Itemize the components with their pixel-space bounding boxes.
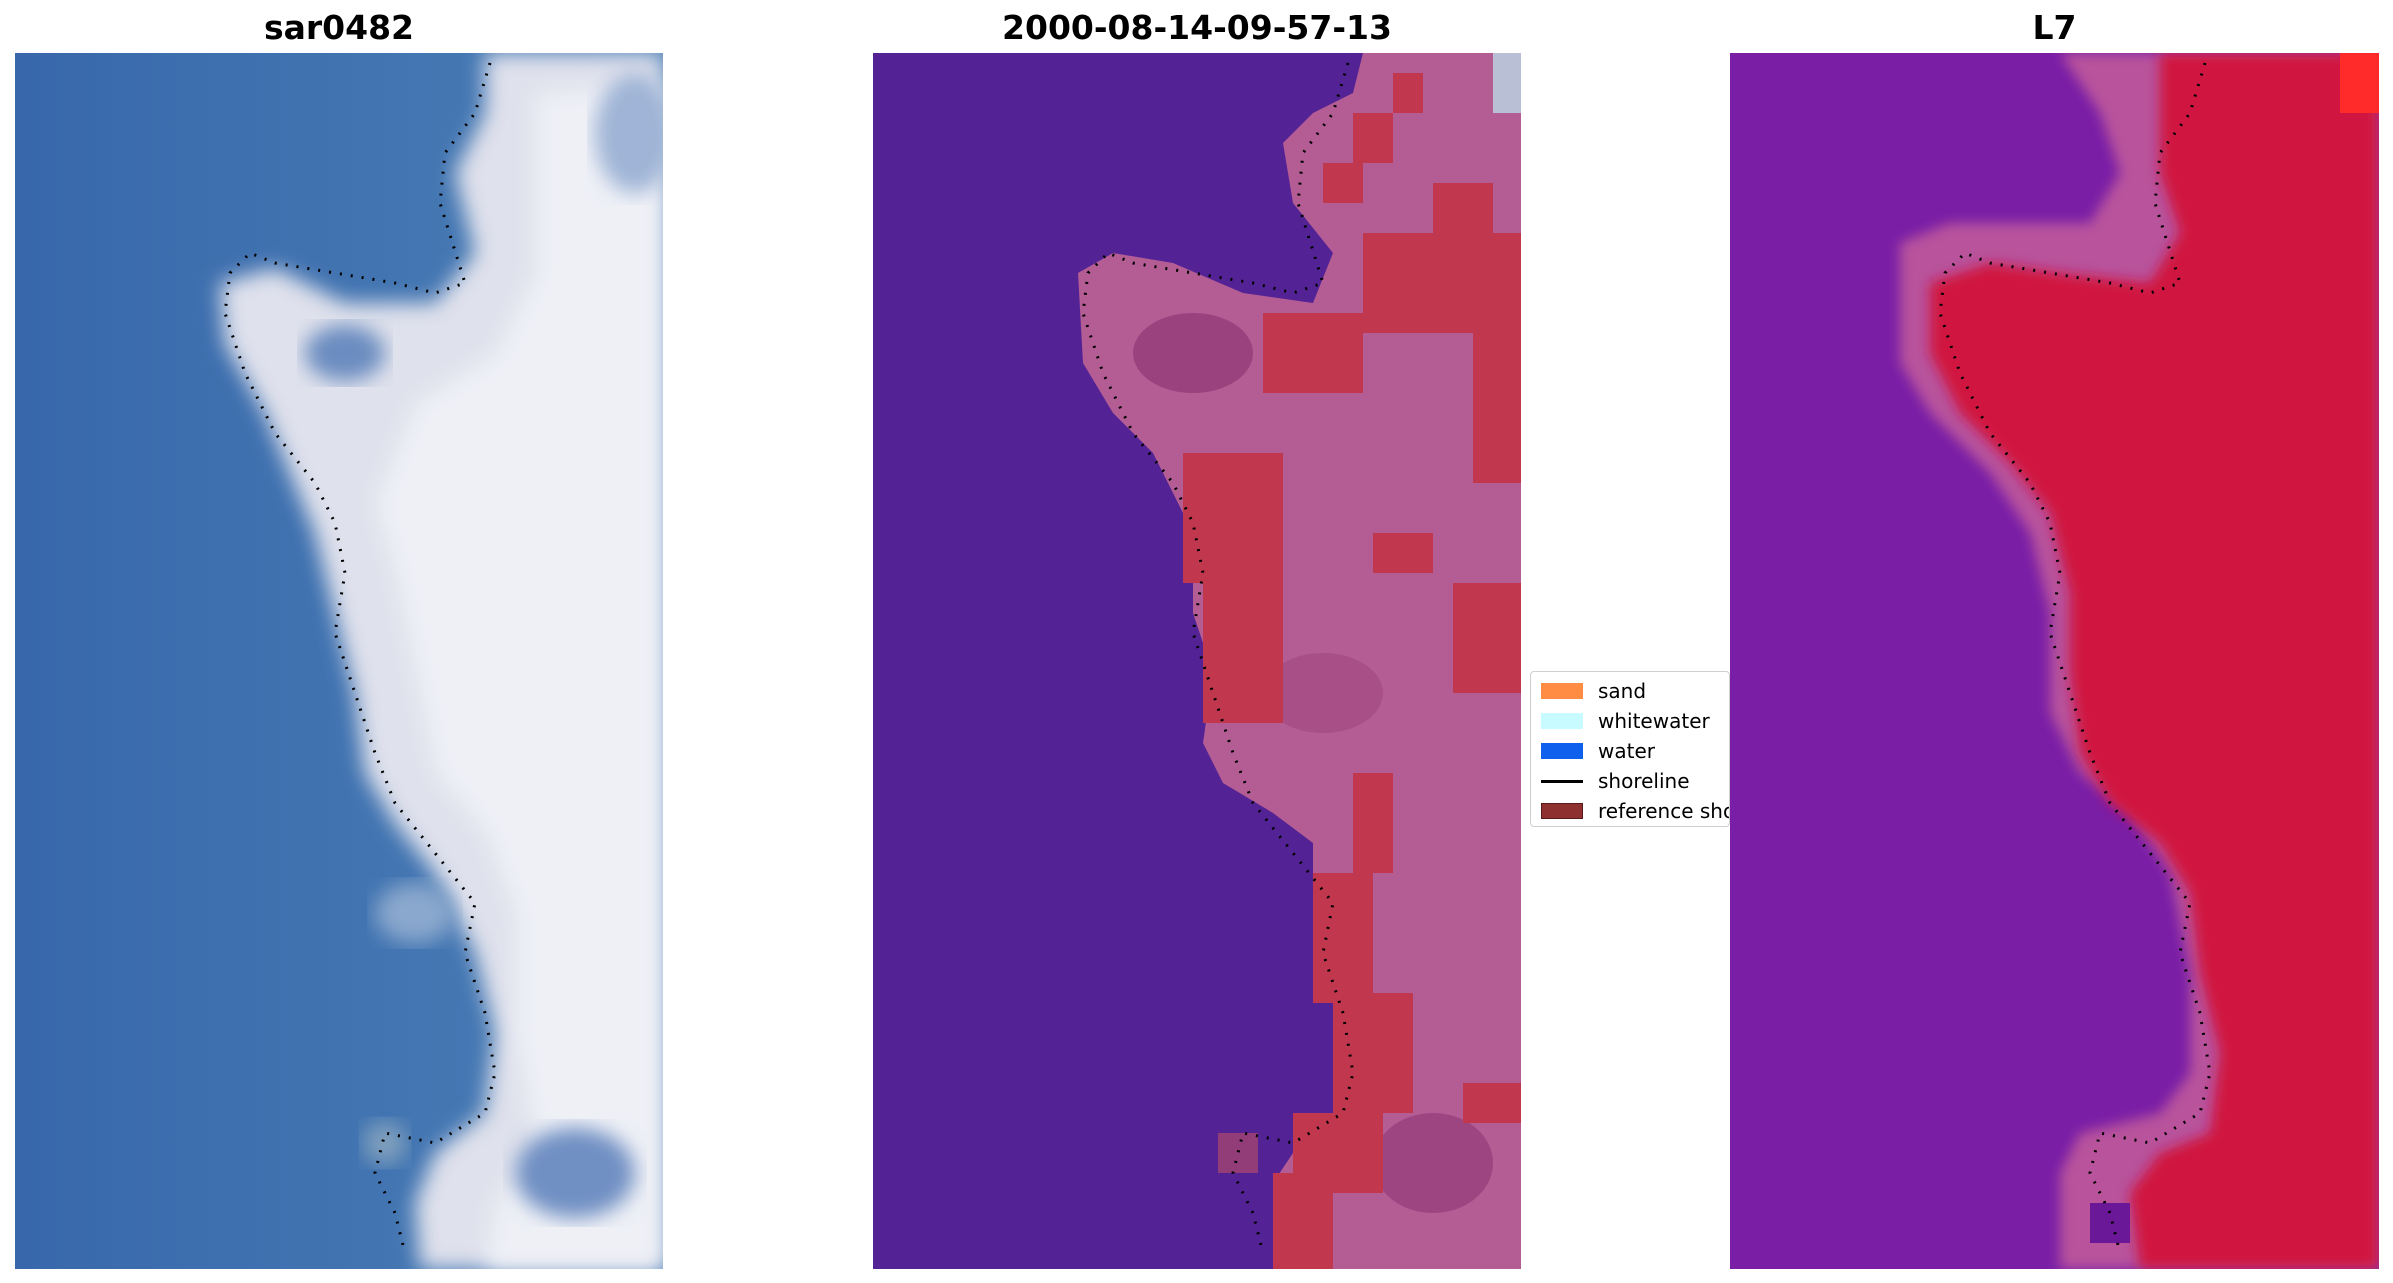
legend-swatch (1541, 743, 1583, 759)
panel-title-rgb: sar0482 (263, 8, 415, 47)
legend-item-water: water (1541, 738, 1655, 764)
legend-item-whitewater: whitewater (1541, 708, 1710, 734)
legend-label: water (1598, 739, 1655, 763)
classification-panel (873, 53, 1521, 1269)
rgb-image-panel (15, 53, 663, 1269)
legend-label: whitewater (1598, 709, 1710, 733)
legend-swatch (1541, 803, 1583, 819)
index-image (1730, 53, 2379, 1269)
legend-label: shoreline (1598, 769, 1690, 793)
index-panel (1730, 53, 2379, 1269)
panel-title-index: L7 (2032, 8, 2077, 47)
legend-swatch (1541, 713, 1583, 729)
legend-item-shoreline: shoreline (1541, 768, 1690, 794)
legend-item-reference-shoreline: reference shoreline (1541, 798, 1729, 824)
panel-title-classification: 2000-08-14-09-57-13 (1002, 8, 1392, 47)
legend: sand whitewater water shoreline referenc… (1530, 671, 1730, 827)
legend-label: reference shoreline (1598, 799, 1729, 823)
classification-image (873, 53, 1521, 1269)
rgb-image (15, 53, 663, 1269)
legend-item-sand: sand (1541, 678, 1646, 704)
legend-label: sand (1598, 679, 1647, 703)
legend-line-swatch (1541, 779, 1583, 783)
legend-swatch (1541, 683, 1583, 699)
